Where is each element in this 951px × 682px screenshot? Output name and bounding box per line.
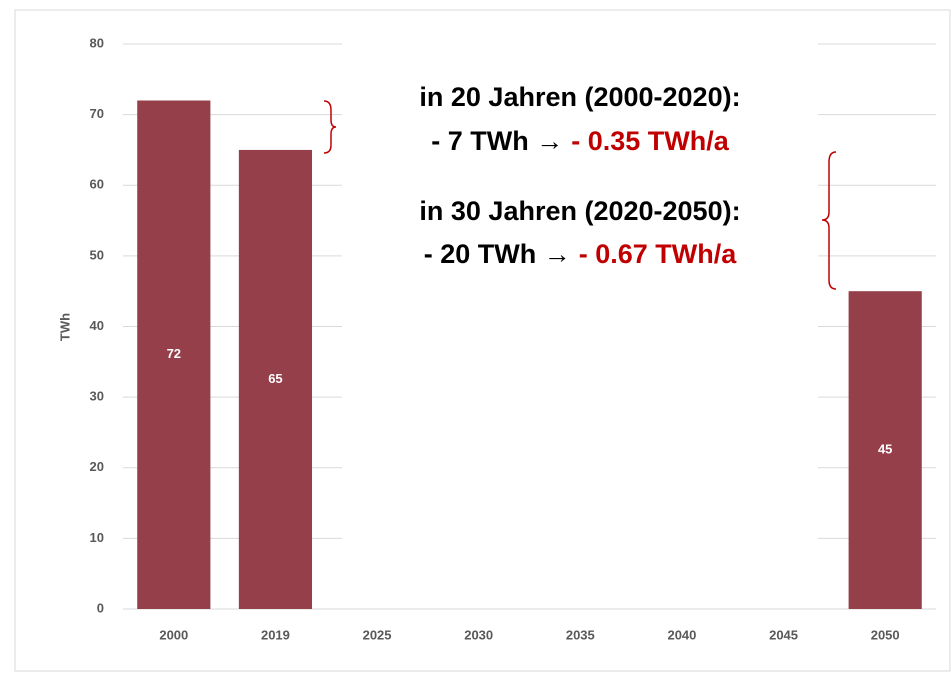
data-label: 72 (167, 346, 181, 361)
y-tick-label: 10 (90, 530, 104, 545)
x-tick-label: 2025 (363, 627, 392, 642)
data-label: 45 (878, 442, 892, 457)
y-tick-label: 80 (90, 35, 104, 50)
x-tick-label: 2045 (769, 627, 798, 642)
y-tick-label: 60 (90, 177, 104, 192)
annotation: - 7 TWh → - 0.35 TWh/a (431, 126, 729, 156)
annotation-part: - 0.67 TWh/a (579, 239, 738, 269)
data-label: 65 (268, 371, 282, 386)
bar (848, 291, 922, 609)
y-tick-label: 0 (97, 600, 104, 615)
x-tick-label: 2040 (667, 627, 696, 642)
annotation-part: - 20 TWh → (424, 239, 571, 269)
y-tick-label: 50 (90, 247, 104, 262)
y-tick-label: 70 (90, 106, 104, 121)
brace (323, 100, 337, 154)
annotation-part: - 7 TWh → (431, 126, 563, 156)
annotation: in 20 Jahren (2000-2020): (419, 82, 740, 112)
x-tick-label: 2035 (566, 627, 595, 642)
brace (821, 151, 837, 290)
annotation-part: in 20 Jahren (2000-2020): (419, 82, 740, 112)
y-tick-label: 40 (90, 318, 104, 333)
annotation-part: in 30 Jahren (2020-2050): (419, 196, 740, 226)
x-tick-label: 2050 (871, 627, 900, 642)
x-tick-label: 2000 (159, 627, 188, 642)
y-tick-label: 20 (90, 459, 104, 474)
annotation-part: - 0.35 TWh/a (571, 126, 730, 156)
y-axis-label: TWh (57, 313, 72, 341)
x-tick-label: 2019 (261, 627, 290, 642)
y-tick-label: 30 (90, 389, 104, 404)
annotation: in 30 Jahren (2020-2050): (419, 196, 740, 226)
annotation: - 20 TWh → - 0.67 TWh/a (424, 239, 738, 269)
bar (137, 100, 211, 609)
annotation-backdrop (342, 30, 818, 602)
x-tick-label: 2030 (464, 627, 493, 642)
bar (238, 149, 313, 609)
